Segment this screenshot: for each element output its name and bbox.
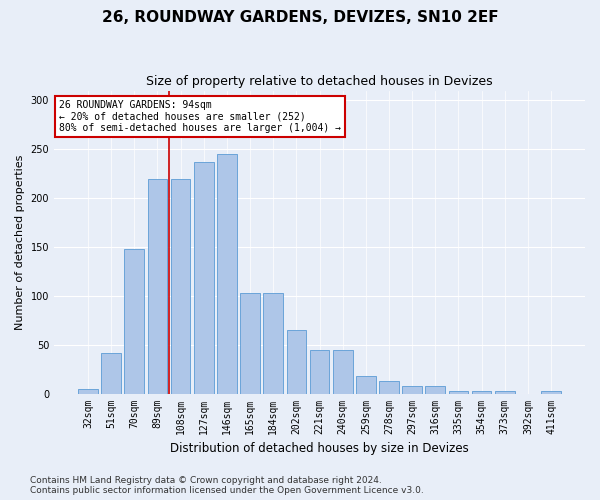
X-axis label: Distribution of detached houses by size in Devizes: Distribution of detached houses by size … [170,442,469,455]
Bar [287,330,306,394]
Bar [472,390,491,394]
Bar [495,390,515,394]
Text: 26 ROUNDWAY GARDENS: 94sqm
← 20% of detached houses are smaller (252)
80% of sem: 26 ROUNDWAY GARDENS: 94sqm ← 20% of deta… [59,100,341,133]
Text: Contains HM Land Registry data © Crown copyright and database right 2024.
Contai: Contains HM Land Registry data © Crown c… [30,476,424,495]
Bar [333,350,353,394]
Bar [194,162,214,394]
Bar [124,249,144,394]
Bar [148,178,167,394]
Bar [402,386,422,394]
Bar [171,178,190,394]
Bar [425,386,445,394]
Bar [101,352,121,394]
Title: Size of property relative to detached houses in Devizes: Size of property relative to detached ho… [146,75,493,88]
Bar [217,154,237,394]
Text: 26, ROUNDWAY GARDENS, DEVIZES, SN10 2EF: 26, ROUNDWAY GARDENS, DEVIZES, SN10 2EF [101,10,499,25]
Y-axis label: Number of detached properties: Number of detached properties [15,154,25,330]
Bar [379,381,399,394]
Bar [240,293,260,394]
Bar [449,390,468,394]
Bar [310,350,329,394]
Bar [356,376,376,394]
Bar [78,388,98,394]
Bar [263,293,283,394]
Bar [541,390,561,394]
